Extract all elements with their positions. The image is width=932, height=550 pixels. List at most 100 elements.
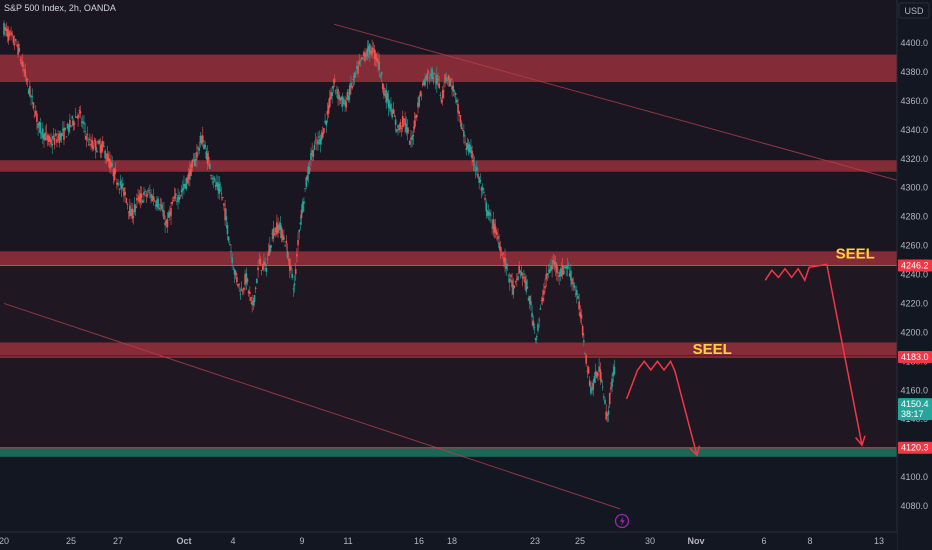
candle (13, 35, 16, 50)
price-tag-label: 4246.2 (901, 261, 929, 271)
candle (552, 253, 555, 270)
candle (212, 175, 215, 189)
lightning-icon[interactable] (614, 513, 630, 529)
candle (539, 304, 542, 310)
candle (540, 296, 543, 305)
zone-3[interactable] (0, 342, 897, 356)
candle (278, 221, 281, 234)
candle (164, 215, 166, 234)
zone-2[interactable] (0, 251, 897, 266)
candle (460, 120, 463, 130)
candle (352, 75, 355, 87)
candle (321, 126, 324, 139)
price-tag[interactable]: 4150.438:17 (898, 398, 932, 421)
candle (126, 202, 129, 210)
candle (370, 45, 372, 58)
candle (378, 53, 380, 78)
candle (566, 257, 569, 277)
candle (197, 145, 199, 157)
candle (29, 80, 31, 98)
candle (461, 127, 464, 132)
candle (476, 161, 478, 176)
candle (179, 194, 182, 199)
candle (144, 189, 146, 197)
candle (330, 87, 332, 100)
candle (54, 129, 57, 138)
candle (332, 79, 335, 93)
price-tag[interactable]: 4183.0 (898, 350, 932, 363)
candle (106, 145, 109, 162)
price-tag[interactable]: 4246.2 (898, 259, 932, 272)
projection-path-1[interactable] (764, 263, 863, 446)
projection-path-0[interactable] (625, 359, 698, 456)
candle (161, 202, 164, 217)
candle (7, 26, 10, 45)
candle (451, 78, 453, 97)
candle (132, 209, 135, 225)
candle (481, 183, 484, 196)
candle (612, 363, 615, 383)
candle (251, 294, 253, 313)
projection-arrows (625, 263, 866, 457)
candle (26, 78, 29, 88)
y-tick-label: 4160.0 (900, 385, 928, 395)
x-tick-label: Nov (687, 536, 704, 546)
candle (227, 235, 230, 244)
candle (554, 255, 557, 277)
candle (210, 174, 212, 180)
channel-line-1[interactable] (3, 302, 621, 510)
candle (279, 215, 282, 239)
candle (337, 87, 339, 106)
candle (493, 219, 496, 239)
candle (425, 74, 428, 80)
candle (420, 91, 423, 101)
candle (291, 268, 293, 281)
currency-button[interactable] (898, 2, 930, 19)
candle (32, 102, 35, 111)
zone-1[interactable] (0, 160, 897, 172)
candle (401, 110, 404, 133)
candle (360, 57, 363, 61)
candle (371, 39, 373, 59)
candle (40, 131, 43, 139)
candle (5, 22, 8, 37)
channel-line-0[interactable] (333, 23, 932, 195)
candle (19, 55, 22, 65)
candle (346, 88, 349, 101)
y-tick-label: 4340.0 (900, 125, 928, 135)
y-tick-label: 4200.0 (900, 327, 928, 337)
zone-4[interactable] (0, 448, 897, 457)
candle (506, 263, 509, 271)
candle (447, 74, 450, 87)
candle (486, 209, 489, 218)
candle (244, 269, 246, 291)
candle (392, 101, 395, 115)
x-tick-label: 25 (66, 536, 76, 546)
candle (497, 228, 499, 244)
candle (445, 72, 448, 84)
candle (555, 262, 558, 281)
candle (327, 98, 330, 118)
candle (613, 359, 616, 376)
time-axis[interactable]: 20 25 27 Oct 4 9 11 16 18 23 25 30 Nov 6 8 13 (0, 536, 884, 546)
candle (33, 110, 36, 119)
candle (241, 288, 244, 296)
candle (472, 153, 475, 171)
candle (588, 376, 591, 388)
candle (446, 77, 449, 86)
candle (47, 133, 50, 146)
candle (11, 30, 14, 37)
candle (323, 127, 325, 135)
candle (412, 126, 415, 145)
candle (49, 134, 51, 147)
candle (216, 174, 218, 190)
price-tag[interactable]: 4120.3 (898, 441, 932, 454)
price-tag-countdown: 38:17 (901, 409, 924, 419)
candle (358, 53, 360, 67)
x-tick-label: 13 (874, 536, 884, 546)
candle (50, 132, 52, 149)
candle (548, 263, 551, 274)
candle (535, 333, 538, 344)
candle (598, 358, 600, 373)
candle (350, 75, 352, 95)
